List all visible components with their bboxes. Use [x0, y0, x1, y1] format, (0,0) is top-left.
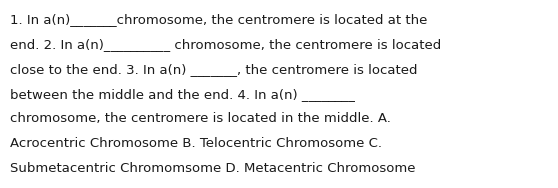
Text: close to the end. 3. In a(n) _______, the centromere is located: close to the end. 3. In a(n) _______, th… — [10, 63, 417, 76]
Text: Acrocentric Chromosome B. Telocentric Chromosome C.: Acrocentric Chromosome B. Telocentric Ch… — [10, 137, 382, 150]
Text: Submetacentric Chromomsome D. Metacentric Chromosome: Submetacentric Chromomsome D. Metacentri… — [10, 162, 416, 175]
Text: 1. In a(n)_______chromosome, the centromere is located at the: 1. In a(n)_______chromosome, the centrom… — [10, 13, 427, 26]
Text: end. 2. In a(n)__________ chromosome, the centromere is located: end. 2. In a(n)__________ chromosome, th… — [10, 38, 441, 51]
Text: between the middle and the end. 4. In a(n) ________: between the middle and the end. 4. In a(… — [10, 88, 355, 101]
Text: chromosome, the centromere is located in the middle. A.: chromosome, the centromere is located in… — [10, 112, 391, 125]
